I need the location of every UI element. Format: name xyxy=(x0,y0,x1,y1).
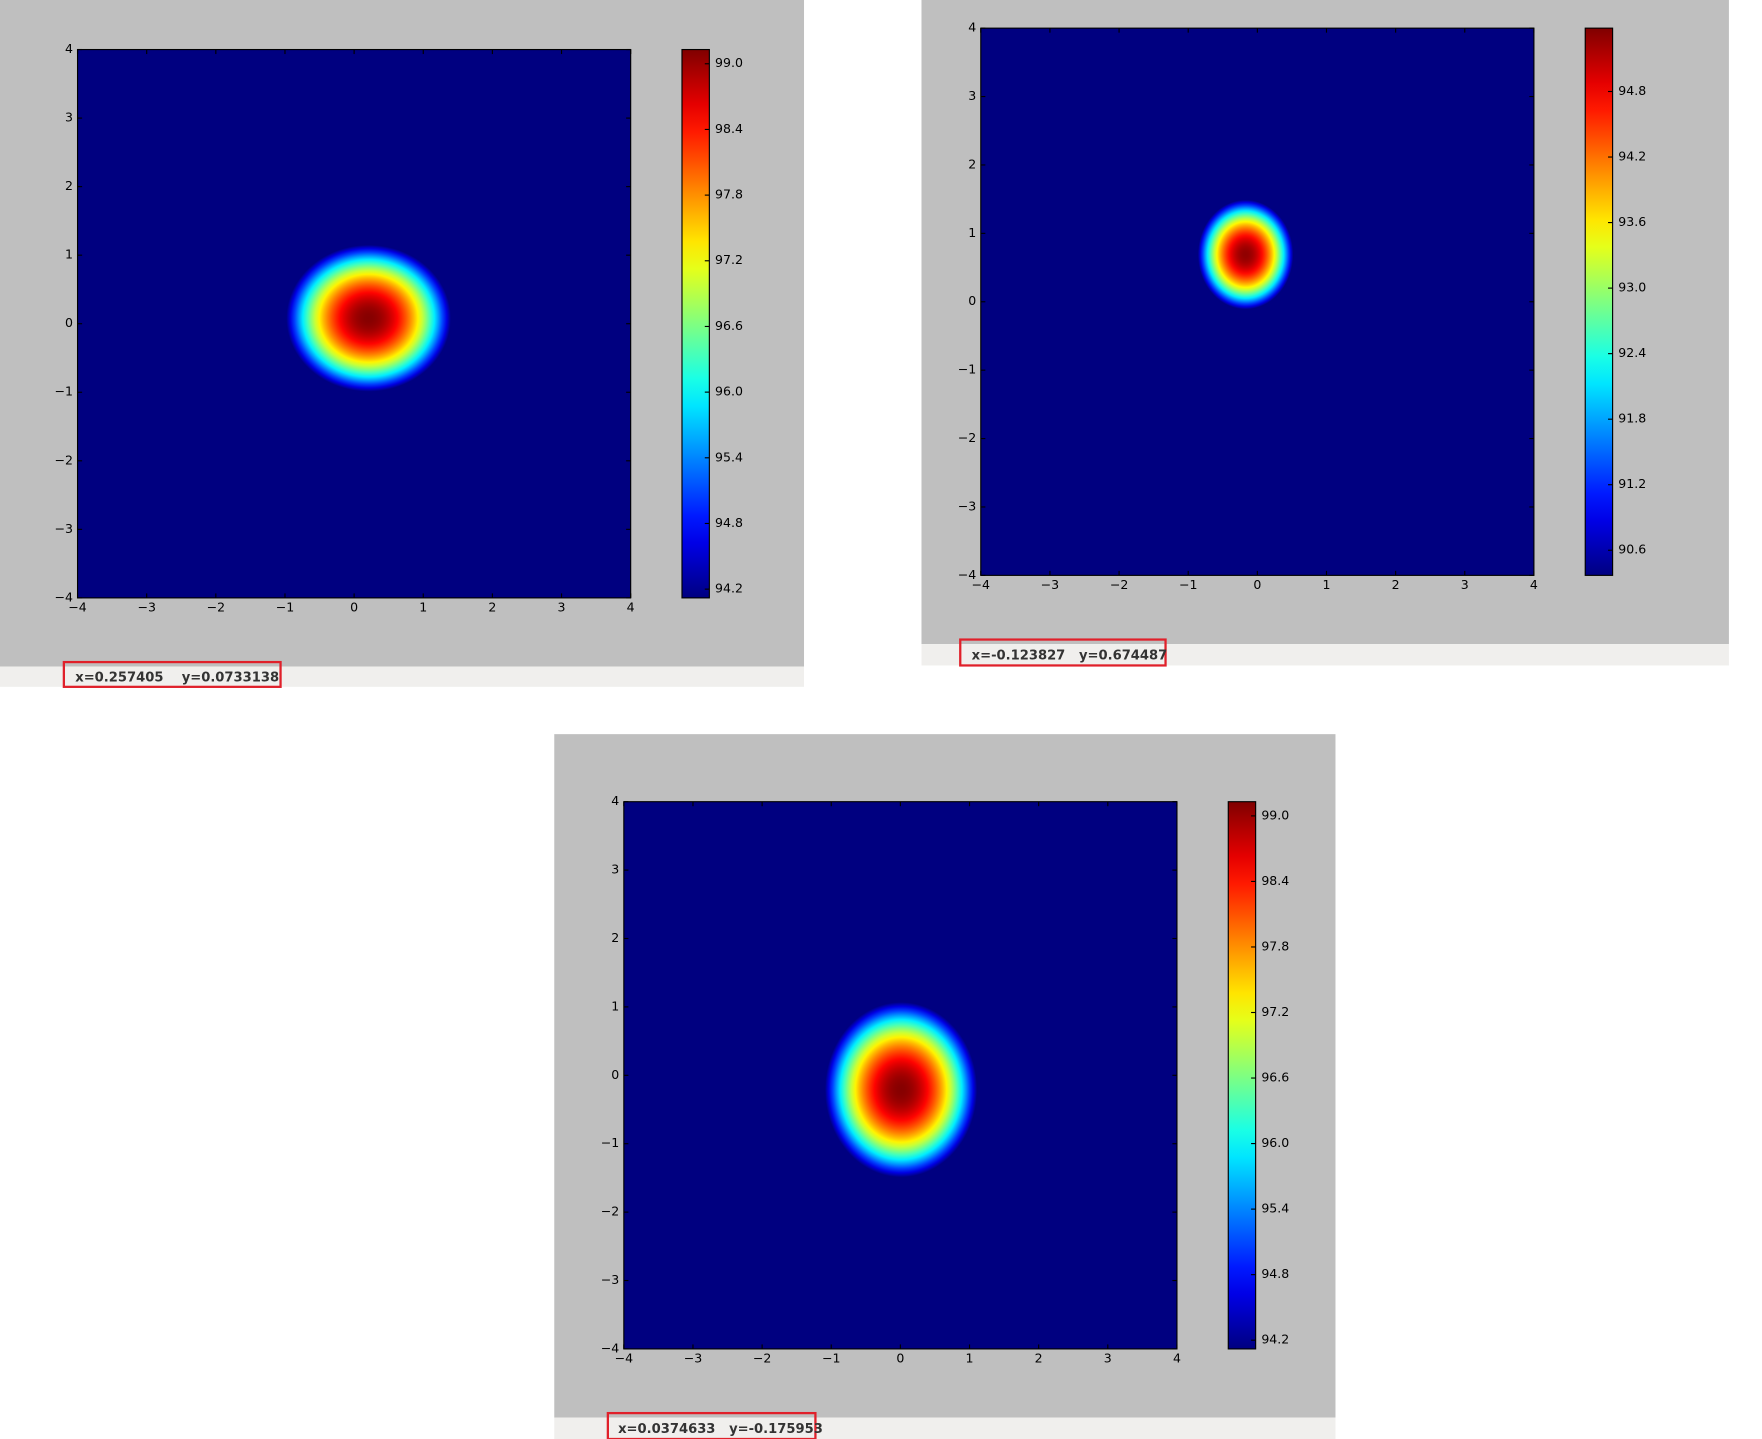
x-tick-label: 2 xyxy=(1035,1351,1043,1366)
x-tick-label: −2 xyxy=(1110,577,1128,592)
y-tick-label: −3 xyxy=(958,499,976,514)
x-tick-label: −2 xyxy=(207,600,225,615)
y-tick-label: 0 xyxy=(611,1067,619,1082)
y-tick-label: −4 xyxy=(601,1340,620,1355)
x-tick-label: −2 xyxy=(753,1351,771,1366)
y-tick-label: 4 xyxy=(611,793,619,808)
x-tick-label: 2 xyxy=(1392,577,1400,592)
colorbar xyxy=(681,48,710,599)
colorbar-tick-label: 91.8 xyxy=(1618,411,1646,426)
x-tick-label: 0 xyxy=(350,600,358,615)
y-tick-label: −2 xyxy=(601,1204,619,1219)
x-tick-label: −4 xyxy=(68,600,87,615)
status-text: x=-0.123827 y=0.674487 xyxy=(972,648,1168,663)
colorbar-tick-label: 94.2 xyxy=(1618,149,1646,164)
y-tick-label: 1 xyxy=(65,247,73,262)
colorbar-tick-label: 98.4 xyxy=(1261,873,1289,888)
x-tick-label: 4 xyxy=(627,600,635,615)
y-tick-label: 2 xyxy=(611,930,619,945)
colorbar-tick-label: 97.8 xyxy=(715,187,743,202)
colorbar xyxy=(1584,27,1614,576)
x-tick-label: 0 xyxy=(896,1351,904,1366)
y-tick-label: 2 xyxy=(65,178,73,193)
colorbar-tick-label: 91.2 xyxy=(1618,476,1646,491)
y-tick-label: 1 xyxy=(968,225,976,240)
status-bar xyxy=(554,1417,1336,1439)
status-bar xyxy=(0,666,805,687)
heat-blob xyxy=(1197,199,1294,310)
status-bar xyxy=(921,644,1729,666)
x-tick-label: 2 xyxy=(488,600,496,615)
y-tick-label: −1 xyxy=(55,384,73,399)
x-tick-label: 1 xyxy=(966,1351,974,1366)
heat-blob xyxy=(825,1002,978,1178)
colorbar-tick-label: 97.8 xyxy=(1261,939,1289,954)
y-tick-label: −4 xyxy=(55,589,74,604)
x-tick-label: −1 xyxy=(822,1351,840,1366)
colorbar-tick-label: 94.8 xyxy=(1618,83,1646,98)
x-tick-label: −3 xyxy=(684,1351,702,1366)
colorbar-tick-label: 97.2 xyxy=(715,252,743,267)
x-tick-label: 3 xyxy=(558,600,566,615)
y-tick-label: 0 xyxy=(968,293,976,308)
heat-blob xyxy=(286,244,451,392)
colorbar-tick-label: 94.2 xyxy=(715,581,743,596)
colorbar-tick-label: 94.2 xyxy=(1261,1332,1289,1347)
status-highlight xyxy=(606,1411,817,1439)
colorbar-tick-label: 92.4 xyxy=(1618,345,1646,360)
colorbar-tick-label: 93.0 xyxy=(1618,280,1646,295)
x-tick-label: −4 xyxy=(972,577,991,592)
status-highlight xyxy=(62,660,282,688)
x-tick-label: −3 xyxy=(137,600,155,615)
y-tick-label: 3 xyxy=(611,862,619,877)
x-tick-label: −1 xyxy=(1179,577,1197,592)
status-text: x=0.0374633 y=-0.175953 xyxy=(618,1422,823,1437)
status-highlight xyxy=(959,638,1167,667)
colorbar-tick-label: 95.4 xyxy=(1261,1201,1289,1216)
y-tick-label: −3 xyxy=(601,1272,619,1287)
colorbar-tick-label: 94.8 xyxy=(1261,1266,1289,1281)
colorbar-tick-label: 96.6 xyxy=(1261,1070,1289,1085)
y-tick-label: 1 xyxy=(611,998,619,1013)
colorbar-tick-label: 93.6 xyxy=(1618,214,1646,229)
x-tick-label: 3 xyxy=(1104,1351,1112,1366)
x-tick-label: 1 xyxy=(419,600,427,615)
y-tick-label: −3 xyxy=(55,521,73,536)
colorbar-tick-label: 96.0 xyxy=(1261,1135,1289,1150)
x-tick-label: −3 xyxy=(1041,577,1059,592)
colorbar-tick-label: 98.4 xyxy=(715,121,743,136)
x-tick-label: 4 xyxy=(1530,577,1538,592)
y-tick-label: 4 xyxy=(65,41,73,56)
y-tick-label: −1 xyxy=(601,1135,619,1150)
y-tick-label: −2 xyxy=(958,430,976,445)
colorbar-tick-label: 97.2 xyxy=(1261,1004,1289,1019)
x-tick-label: −1 xyxy=(276,600,294,615)
x-tick-label: −4 xyxy=(615,1351,634,1366)
y-tick-label: 3 xyxy=(968,88,976,103)
colorbar-tick-label: 99.0 xyxy=(1261,807,1289,822)
y-tick-label: 0 xyxy=(65,315,73,330)
colorbar xyxy=(1227,801,1257,1350)
colorbar-tick-label: 96.6 xyxy=(715,318,743,333)
y-tick-label: 4 xyxy=(968,20,976,35)
y-tick-label: −2 xyxy=(55,452,73,467)
x-tick-label: 1 xyxy=(1322,577,1330,592)
colorbar-tick-label: 90.6 xyxy=(1618,542,1646,557)
y-tick-label: −1 xyxy=(958,362,976,377)
x-tick-label: 0 xyxy=(1253,577,1261,592)
status-text: x=0.257405 y=0.0733138 xyxy=(75,670,279,685)
x-tick-label: 3 xyxy=(1461,577,1469,592)
colorbar-tick-label: 94.8 xyxy=(715,515,743,530)
y-tick-label: 3 xyxy=(65,110,73,125)
y-tick-label: −4 xyxy=(958,567,977,582)
y-tick-label: 2 xyxy=(968,157,976,172)
x-tick-label: 4 xyxy=(1173,1351,1181,1366)
colorbar-tick-label: 99.0 xyxy=(715,55,743,70)
colorbar-tick-label: 96.0 xyxy=(715,384,743,399)
colorbar-tick-label: 95.4 xyxy=(715,449,743,464)
